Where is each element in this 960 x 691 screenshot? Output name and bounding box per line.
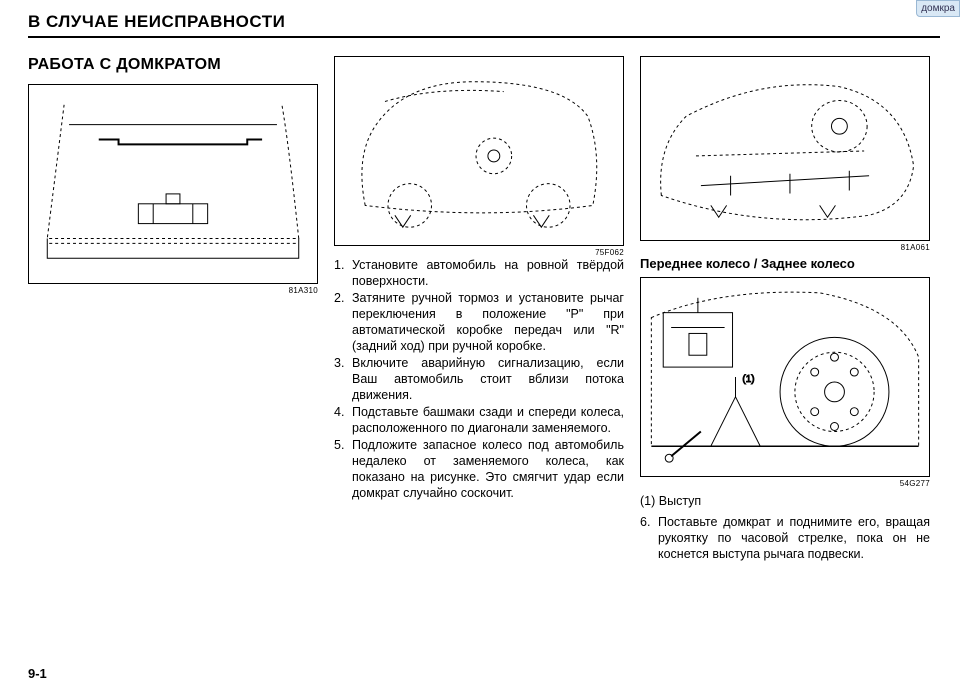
figure-trunk	[28, 84, 318, 284]
step-4: Подставьте башмаки сзади и спереди колес…	[334, 404, 624, 436]
steps-list-continued: Поставьте домкрат и поднимите его, враща…	[640, 514, 930, 562]
step-1: Установите автомобиль на ровной твёрдой …	[334, 257, 624, 289]
step-2: Затяните ручной тормоз и установите рыча…	[334, 290, 624, 354]
caption-2: 75F062	[334, 248, 624, 257]
column-2: 75F062 Установите автомобиль на ровной т…	[334, 56, 624, 563]
page-number: 9-1	[28, 666, 47, 681]
caption-3: 81A061	[640, 243, 930, 252]
step-5: Подложите запасное колесо под автомобиль…	[334, 437, 624, 501]
column-1: РАБОТА С ДОМКРАТОМ 81A310	[28, 56, 318, 563]
section-title: РАБОТА С ДОМКРАТОМ	[28, 56, 318, 74]
step-3: Включите аварийную сигнализацию, если Ва…	[334, 355, 624, 403]
wheel-heading: Переднее колесо / Заднее колесо	[640, 256, 930, 271]
columns-wrapper: РАБОТА С ДОМКРАТОМ 81A310	[28, 56, 940, 563]
caption-1: 81A310	[28, 286, 318, 295]
caption-4: 54G277	[640, 479, 930, 488]
figure-car-outline	[334, 56, 624, 246]
divider	[28, 36, 940, 38]
figure-underbody	[640, 56, 930, 241]
legend-1: (1) Выступ	[640, 494, 930, 508]
svg-text:(1): (1)	[742, 374, 754, 385]
figure-jack-wheel: (1)	[640, 277, 930, 477]
chapter-title: В СЛУЧАЕ НЕИСПРАВНОСТИ	[28, 12, 940, 32]
column-3: 81A061 Переднее колесо / Заднее колесо	[640, 56, 930, 563]
step-6: Поставьте домкрат и поднимите его, враща…	[640, 514, 930, 562]
steps-list: Установите автомобиль на ровной твёрдой …	[334, 257, 624, 501]
tooltip-fragment: домкра	[916, 0, 960, 17]
